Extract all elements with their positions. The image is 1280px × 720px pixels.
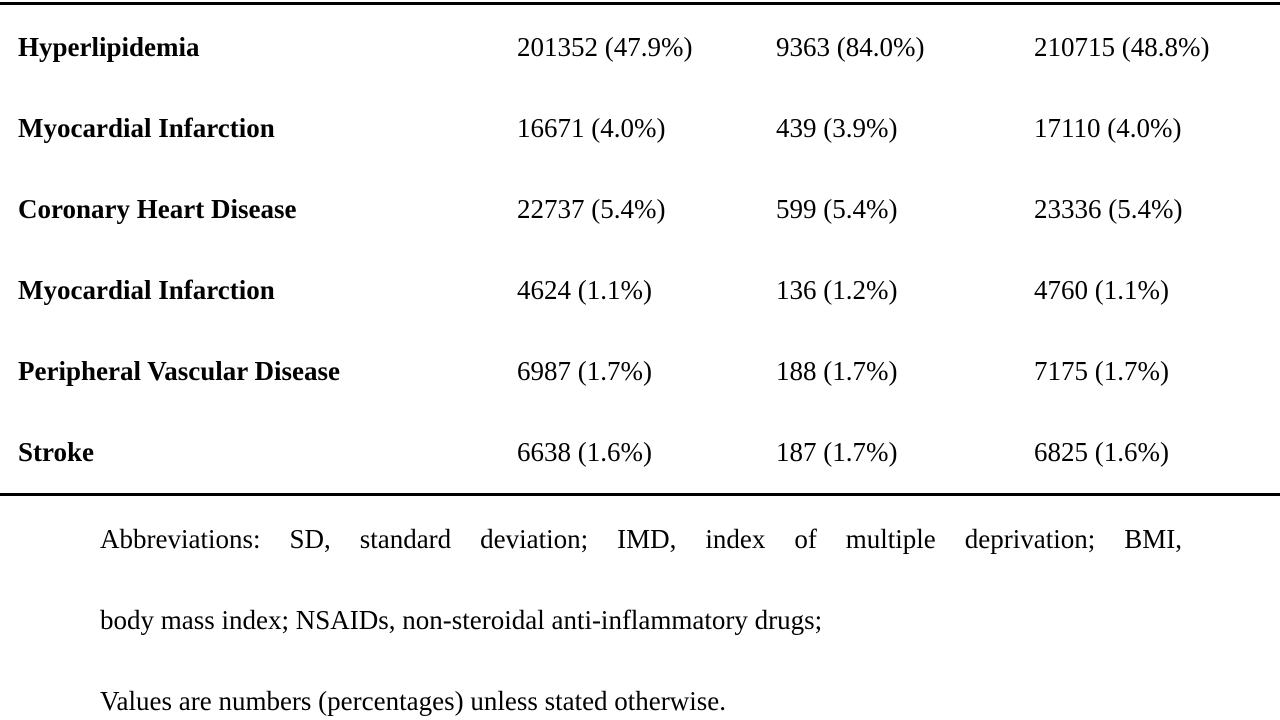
- cell-col3: 23336 (5.4%): [1034, 194, 1183, 224]
- cell-col2: 188 (1.7%): [776, 356, 898, 386]
- cell-col3: 4760 (1.1%): [1034, 275, 1169, 305]
- row-label: Myocardial Infarction: [18, 113, 275, 143]
- table-row: Myocardial Infarction 16671 (4.0%) 439 (…: [0, 86, 1280, 167]
- abbreviations-note: Abbreviations: SD, standard deviation; I…: [100, 524, 1182, 554]
- table-bottom-rule: [0, 493, 1280, 496]
- cell-col1: 6638 (1.6%): [517, 437, 652, 467]
- table-row: Peripheral Vascular Disease 6987 (1.7%) …: [0, 329, 1280, 410]
- values-note: Values are numbers (percentages) unless …: [100, 686, 727, 716]
- table-row: Coronary Heart Disease 22737 (5.4%) 599 …: [0, 167, 1280, 248]
- cell-col2: 599 (5.4%): [776, 194, 898, 224]
- cell-col2: 439 (3.9%): [776, 113, 898, 143]
- cell-col2: 9363 (84.0%): [776, 32, 925, 62]
- cell-col3: 7175 (1.7%): [1034, 356, 1169, 386]
- cell-col1: 201352 (47.9%): [517, 32, 693, 62]
- cell-col2: 136 (1.2%): [776, 275, 898, 305]
- cell-col3: 210715 (48.8%): [1034, 32, 1210, 62]
- row-label: Coronary Heart Disease: [18, 194, 297, 224]
- cell-col1: 16671 (4.0%): [517, 113, 666, 143]
- table-row: Myocardial Infarction 4624 (1.1%) 136 (1…: [0, 248, 1280, 329]
- table-row: Stroke 6638 (1.6%) 187 (1.7%) 6825 (1.6%…: [0, 410, 1280, 491]
- cell-col1: 22737 (5.4%): [517, 194, 666, 224]
- row-label: Hyperlipidemia: [18, 32, 200, 62]
- cell-col3: 6825 (1.6%): [1034, 437, 1169, 467]
- cell-col3: 17110 (4.0%): [1034, 113, 1182, 143]
- row-label: Stroke: [18, 437, 95, 467]
- cell-col2: 187 (1.7%): [776, 437, 898, 467]
- cell-col1: 4624 (1.1%): [517, 275, 652, 305]
- row-label: Peripheral Vascular Disease: [18, 356, 340, 386]
- table-row: Hyperlipidemia 201352 (47.9%) 9363 (84.0…: [0, 5, 1280, 86]
- cell-col1: 6987 (1.7%): [517, 356, 652, 386]
- table-top-rule: [0, 2, 1280, 5]
- abbreviations-note-continued: body mass index; NSAIDs, non-steroidal a…: [100, 605, 823, 635]
- row-label: Myocardial Infarction: [18, 275, 275, 305]
- data-table: Hyperlipidemia 201352 (47.9%) 9363 (84.0…: [0, 5, 1280, 491]
